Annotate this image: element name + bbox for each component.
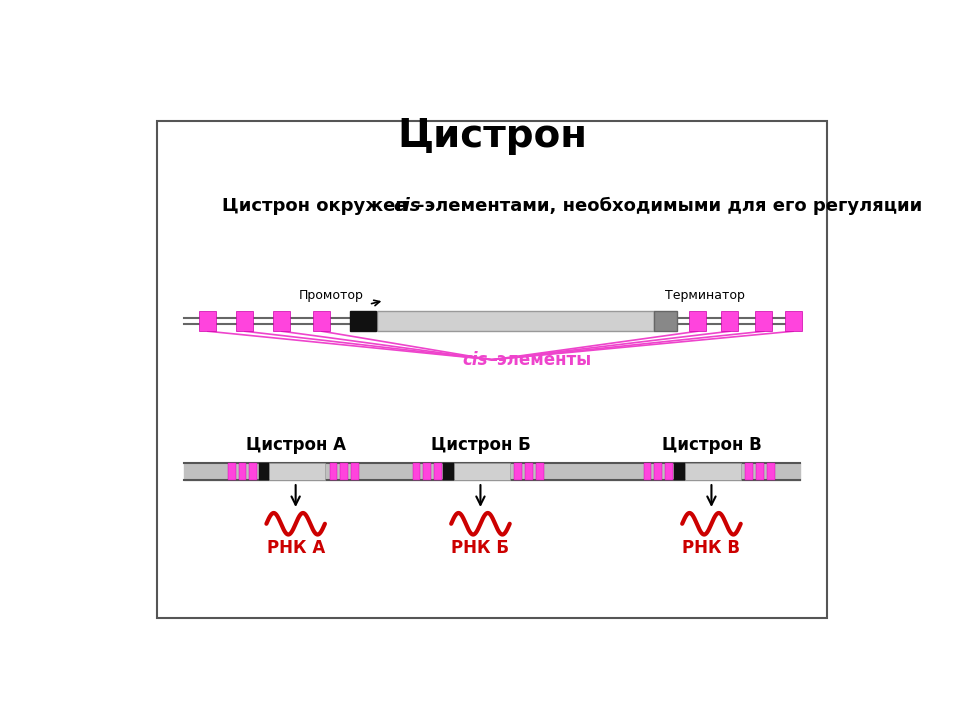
Bar <box>644 463 652 480</box>
Bar <box>250 463 257 480</box>
Bar <box>515 463 522 480</box>
Bar <box>454 463 510 480</box>
Bar <box>270 463 324 480</box>
Bar <box>274 311 290 331</box>
Text: РНК В: РНК В <box>683 539 740 557</box>
Bar <box>258 463 270 480</box>
Bar <box>756 311 772 331</box>
Bar <box>525 463 533 480</box>
Bar <box>423 463 431 480</box>
Bar <box>239 463 247 480</box>
Bar <box>434 463 442 480</box>
Text: РНК Б: РНК Б <box>451 539 510 557</box>
Bar <box>655 463 662 480</box>
Bar <box>157 121 827 618</box>
Bar <box>722 311 738 331</box>
Bar <box>784 311 802 331</box>
Bar <box>228 463 235 480</box>
Bar <box>376 311 654 331</box>
Bar <box>767 463 775 480</box>
Bar <box>675 463 685 480</box>
Bar <box>340 463 348 480</box>
Bar <box>413 463 420 480</box>
Text: Цистрон: Цистрон <box>397 117 587 156</box>
Bar <box>236 311 253 331</box>
Bar <box>665 463 673 480</box>
Bar <box>745 463 753 480</box>
Text: Цистрон окружен: Цистрон окружен <box>223 197 415 215</box>
Text: cis: cis <box>463 351 488 369</box>
Bar <box>200 311 216 331</box>
Text: -элементами, необходимыми для его регуляции: -элементами, необходимыми для его регуля… <box>417 197 922 215</box>
Bar <box>329 463 337 480</box>
Text: Цистрон А: Цистрон А <box>246 436 346 454</box>
Text: -элементы: -элементы <box>490 351 591 369</box>
Bar <box>350 311 376 331</box>
Text: Терминатор: Терминатор <box>665 289 745 302</box>
Text: РНК А: РНК А <box>267 539 324 557</box>
Bar <box>313 311 330 331</box>
Bar <box>351 463 359 480</box>
Text: cis: cis <box>394 197 420 215</box>
Bar <box>654 311 677 331</box>
Text: Цистрон Б: Цистрон Б <box>431 436 530 454</box>
Text: Цистрон В: Цистрон В <box>661 436 761 454</box>
Text: Промотор: Промотор <box>299 289 364 302</box>
Bar <box>444 463 454 480</box>
Bar <box>689 311 706 331</box>
Bar <box>685 463 741 480</box>
Bar <box>756 463 764 480</box>
Bar <box>536 463 543 480</box>
